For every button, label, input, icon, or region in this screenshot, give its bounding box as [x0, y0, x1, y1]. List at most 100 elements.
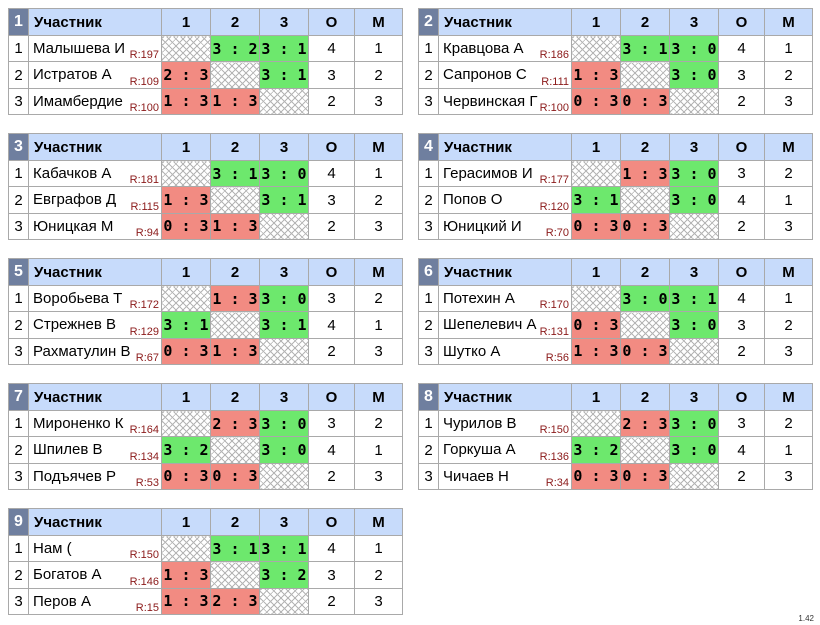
- player-rating: R:197: [128, 49, 159, 62]
- match-loss-score: 1 : 3: [161, 186, 211, 214]
- player-rating: R:150: [128, 549, 159, 562]
- match-win-score: 3 : 1: [210, 535, 260, 563]
- match-loss-score: 1 : 3: [571, 61, 621, 89]
- player-rating: R:134: [128, 450, 159, 463]
- player-rating: R:67: [134, 352, 159, 364]
- match-loss-score: 1 : 3: [571, 337, 621, 366]
- place-value: 1: [354, 160, 403, 188]
- col-3-header: 3: [259, 132, 309, 162]
- player-cell: Богатов А R:146: [28, 561, 162, 589]
- points-value: 2: [308, 462, 355, 491]
- col-1-header: 1: [161, 382, 211, 412]
- col-3-header: 3: [669, 132, 719, 162]
- player-cell: Воробьева Т R:172: [28, 285, 162, 313]
- match-win-score: 3 : 1: [571, 186, 621, 214]
- self-cell: [669, 337, 719, 366]
- points-value: 3: [308, 561, 355, 589]
- place-value: 3: [764, 462, 813, 491]
- self-cell: [259, 462, 309, 491]
- points-value: 2: [308, 587, 355, 616]
- player-cell: Перов А R:15: [28, 587, 162, 616]
- match-win-score: 3 : 0: [259, 160, 309, 188]
- place-value: 1: [764, 285, 813, 313]
- player-rating: R:170: [538, 299, 569, 312]
- self-cell: [259, 337, 309, 366]
- place-value: 3: [764, 87, 813, 116]
- points-value: 2: [308, 337, 355, 366]
- player-name: Шутко А: [443, 342, 501, 360]
- participant-header: Участник: [438, 382, 572, 412]
- col-2-header: 2: [210, 507, 260, 537]
- player-name: Юницкая М: [33, 217, 114, 235]
- points-value: 2: [718, 212, 765, 241]
- player-cell: Рахматулин В R:67: [28, 337, 162, 366]
- match-loss-score: 0 : 3: [571, 311, 621, 339]
- points-value: 4: [718, 35, 765, 63]
- self-cell: [161, 35, 211, 63]
- points-header: О: [308, 7, 355, 37]
- match-win-score: 3 : 1: [620, 35, 670, 63]
- player-seed: 3: [418, 462, 439, 491]
- player-rating: R:177: [538, 174, 569, 187]
- place-value: 1: [354, 535, 403, 563]
- self-cell: [571, 160, 621, 188]
- player-cell: Евграфов Д R:115: [28, 186, 162, 214]
- match-loss-score: 2 : 3: [620, 410, 670, 438]
- place-value: 1: [354, 436, 403, 464]
- col-2-header: 2: [210, 7, 260, 37]
- player-seed: 3: [418, 87, 439, 116]
- match-win-score: 3 : 0: [669, 61, 719, 89]
- player-cell: Юницкая М R:94: [28, 212, 162, 241]
- match-loss-score: 1 : 3: [210, 212, 260, 241]
- group-number: 4: [418, 132, 439, 162]
- player-rating: R:129: [128, 325, 159, 338]
- player-rating: R:186: [538, 49, 569, 62]
- group-number: 3: [8, 132, 29, 162]
- version-label: 1.42: [798, 614, 814, 623]
- participant-header: Участник: [438, 257, 572, 287]
- place-header: М: [354, 7, 403, 37]
- place-value: 3: [764, 337, 813, 366]
- points-value: 3: [718, 61, 765, 89]
- participant-header: Участник: [28, 257, 162, 287]
- player-seed: 3: [8, 87, 29, 116]
- player-rating: R:115: [129, 200, 159, 213]
- points-value: 2: [308, 87, 355, 116]
- place-value: 2: [354, 561, 403, 589]
- match-loss-score: 1 : 3: [210, 337, 260, 366]
- match-loss-score: 1 : 3: [620, 160, 670, 188]
- place-value: 1: [764, 436, 813, 464]
- player-cell: Потехин А R:170: [438, 285, 572, 313]
- place-header: М: [354, 257, 403, 287]
- self-cell: [620, 61, 670, 89]
- points-value: 4: [718, 436, 765, 464]
- place-header: М: [354, 132, 403, 162]
- match-win-score: 3 : 0: [669, 311, 719, 339]
- player-seed: 2: [8, 561, 29, 589]
- match-loss-score: 1 : 3: [161, 561, 211, 589]
- group-number: 2: [418, 7, 439, 37]
- match-loss-score: 0 : 3: [571, 212, 621, 241]
- place-header: М: [764, 7, 813, 37]
- player-seed: 3: [8, 587, 29, 616]
- player-rating: R:56: [544, 352, 569, 364]
- col-2-header: 2: [620, 382, 670, 412]
- points-value: 4: [718, 186, 765, 214]
- col-1-header: 1: [161, 132, 211, 162]
- self-cell: [620, 186, 670, 214]
- player-cell: Шпилев В R:134: [28, 436, 162, 464]
- player-cell: Мироненко К R:164: [28, 410, 162, 438]
- place-value: 2: [764, 311, 813, 339]
- self-cell: [161, 160, 211, 188]
